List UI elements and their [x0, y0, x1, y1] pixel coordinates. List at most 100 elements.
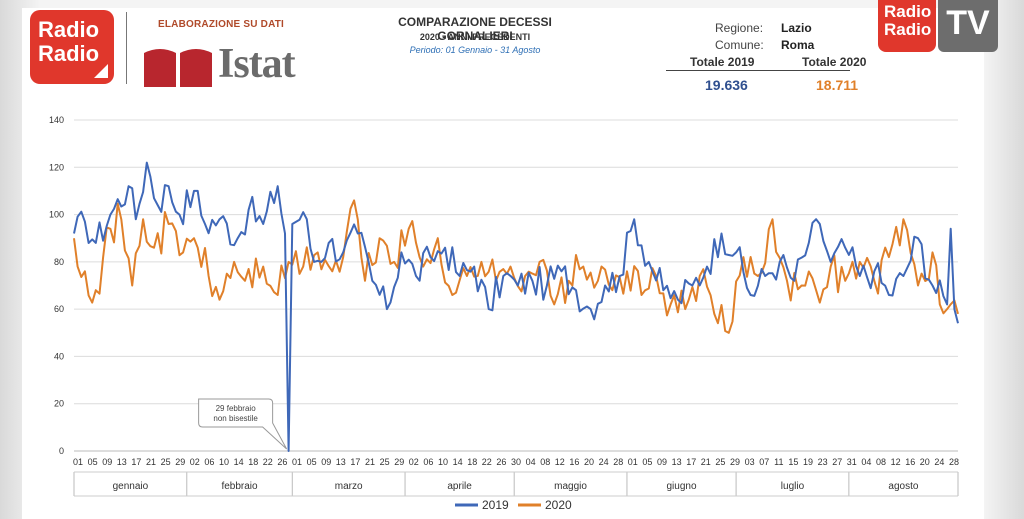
regione-value: Lazio [781, 21, 812, 35]
x-tick-label: 03 [745, 457, 755, 467]
month-label: giugno [667, 481, 697, 492]
y-tick-label: 60 [54, 304, 64, 314]
logo-triangle-icon [94, 64, 108, 78]
month-label: agosto [888, 481, 918, 492]
tv-badge-text-bottom: Radio [884, 20, 932, 39]
x-tick-label: 17 [350, 457, 360, 467]
annotation-callout [198, 398, 288, 450]
annotation-text-line2: non bisestile [213, 414, 258, 423]
x-tick-label: 17 [131, 457, 141, 467]
comune-value: Roma [781, 38, 815, 52]
series-2019-line [73, 161, 959, 452]
totale-2020-value: 18.711 [816, 77, 859, 93]
x-tick-label: 05 [642, 457, 652, 467]
month-label: luglio [781, 481, 805, 492]
legend-2020-label: 2020 [545, 498, 572, 512]
x-tick-label: 10 [219, 457, 229, 467]
x-tick-label: 12 [891, 457, 901, 467]
x-tick-label: 02 [190, 457, 200, 467]
x-tick-label: 01 [628, 457, 638, 467]
x-tick-label: 27 [832, 457, 842, 467]
y-tick-label: 140 [49, 115, 64, 125]
x-tick-label: 21 [146, 457, 156, 467]
x-tick-label: 26 [496, 457, 506, 467]
x-tick-label: 13 [672, 457, 682, 467]
x-tick-label: 11 [774, 457, 783, 467]
y-tick-label: 80 [54, 257, 64, 267]
x-tick-label: 29 [730, 457, 740, 467]
x-tick-label: 16 [905, 457, 915, 467]
comune-label: Comune: [715, 38, 764, 52]
x-tick-label: 29 [175, 457, 185, 467]
y-tick-label: 100 [49, 210, 64, 220]
x-tick-label: 18 [467, 457, 477, 467]
x-tick-label: 08 [540, 457, 550, 467]
x-tick-label: 13 [336, 457, 346, 467]
x-tick-label: 25 [380, 457, 390, 467]
annotation-text-line1: 29 febbraio [216, 404, 257, 413]
logo-divider [126, 12, 127, 84]
x-tick-label: 06 [423, 457, 433, 467]
x-tick-label: 19 [803, 457, 813, 467]
radio-radio-tv-badge: Radio Radio [878, 0, 936, 52]
x-tick-label: 23 [818, 457, 828, 467]
chart-subtitle: 2020 - ANNI PRECEDENTI [419, 32, 531, 42]
x-tick-label: 26 [277, 457, 287, 467]
x-tick-label: 20 [584, 457, 594, 467]
totale-2019-label: Totale 2019 [690, 55, 755, 69]
tv-label: TV [938, 0, 998, 52]
y-tick-label: 20 [54, 399, 64, 409]
x-tick-label: 13 [117, 457, 127, 467]
x-tick-label: 21 [701, 457, 711, 467]
elaborazione-label: ELABORAZIONE SU DATI [158, 19, 285, 30]
radio-radio-logo: Radio Radio [30, 10, 114, 84]
x-tick-label: 01 [73, 457, 83, 467]
month-label: gennaio [113, 481, 149, 492]
x-tick-label: 28 [613, 457, 623, 467]
x-tick-label: 16 [569, 457, 579, 467]
x-tick-label: 05 [307, 457, 317, 467]
month-label: febbraio [221, 481, 258, 492]
x-tick-label: 21 [365, 457, 375, 467]
x-tick-label: 30 [511, 457, 521, 467]
x-tick-label: 04 [861, 457, 871, 467]
x-tick-label: 10 [438, 457, 448, 467]
x-tick-label: 05 [88, 457, 98, 467]
x-tick-label: 25 [161, 457, 171, 467]
x-tick-label: 06 [204, 457, 214, 467]
x-tick-label: 29 [394, 457, 404, 467]
x-tick-label: 09 [657, 457, 667, 467]
x-tick-label: 15 [788, 457, 798, 467]
x-tick-label: 28 [949, 457, 959, 467]
x-tick-label: 04 [526, 457, 536, 467]
x-tick-label: 14 [234, 457, 244, 467]
logo-text-top: Radio [38, 17, 100, 42]
month-label: aprile [447, 481, 472, 492]
totale-2019-value: 19.636 [705, 77, 748, 93]
totale-2020-label: Totale 2020 [802, 55, 867, 69]
x-tick-label: 17 [686, 457, 696, 467]
x-tick-label: 09 [102, 457, 112, 467]
y-tick-label: 0 [59, 446, 64, 456]
x-tick-label: 14 [453, 457, 463, 467]
x-tick-label: 20 [920, 457, 930, 467]
x-tick-label: 22 [482, 457, 492, 467]
x-tick-label: 18 [248, 457, 258, 467]
month-label: marzo [335, 481, 363, 492]
chart-period: Periodo: 01 Gennaio - 31 Agosto [409, 45, 541, 55]
istat-logo-text: Istat [218, 41, 296, 87]
x-tick-label: 12 [555, 457, 565, 467]
y-tick-label: 40 [54, 351, 64, 361]
x-tick-label: 24 [934, 457, 944, 467]
totals-divider [666, 70, 850, 71]
x-tick-label: 22 [263, 457, 273, 467]
x-tick-label: 01 [292, 457, 302, 467]
month-label: maggio [554, 481, 587, 492]
series-2020-line [73, 199, 959, 334]
x-tick-label: 31 [847, 457, 857, 467]
logo-text-bottom: Radio [38, 41, 100, 66]
istat-logo-mark-icon [144, 49, 212, 87]
regione-label: Regione: [715, 21, 764, 35]
